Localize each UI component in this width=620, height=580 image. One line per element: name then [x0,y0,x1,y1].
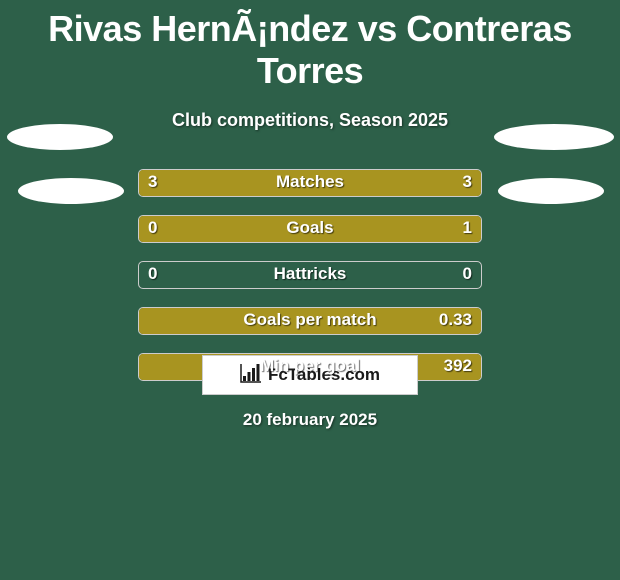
decoration-ellipse [7,124,113,150]
page-title: Rivas HernÃ¡ndez vs Contreras Torres [0,0,620,92]
stat-label: Min per goal [138,356,482,376]
stat-label: Goals [138,218,482,238]
date-text: 20 february 2025 [0,410,620,430]
stat-label: Matches [138,172,482,192]
stat-label: Goals per match [138,310,482,330]
stat-row: 01Goals [0,215,620,243]
decoration-ellipse [498,178,604,204]
stat-label: Hattricks [138,264,482,284]
decoration-ellipse [494,124,614,150]
stat-row: 00Hattricks [0,261,620,289]
decoration-ellipse [18,178,124,204]
stat-row: 0.33Goals per match [0,307,620,335]
